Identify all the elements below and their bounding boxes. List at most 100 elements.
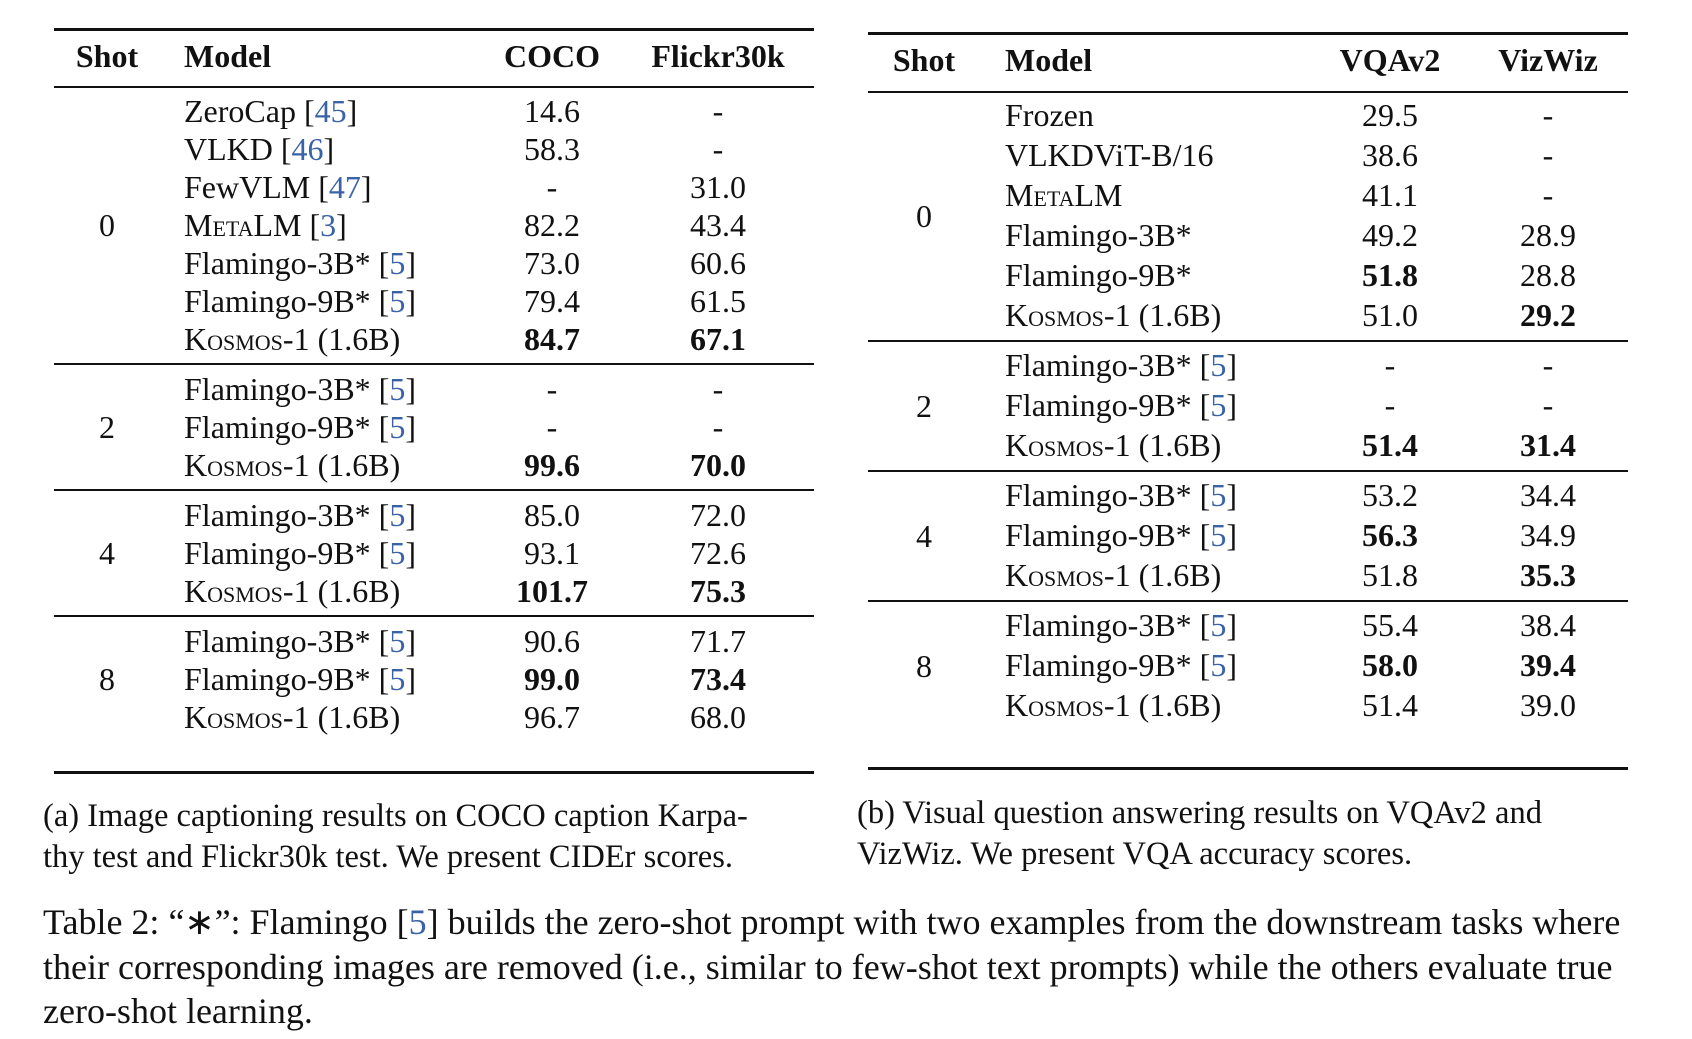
citation-link[interactable]: 46 (291, 131, 324, 167)
model-label: Flamingo-9B* (184, 661, 371, 697)
citation-link[interactable]: 5 (389, 283, 406, 319)
model-label: Flamingo-9B* (1005, 257, 1192, 293)
model-name: Kosmos-1 (1.6B) (1005, 686, 1221, 724)
score-cell: 39.0 (1520, 687, 1576, 723)
score-cell: - (546, 409, 558, 445)
model-label: Kosmos-1 (1.6B) (1005, 297, 1222, 333)
citation-link[interactable]: 5 (389, 535, 406, 571)
table-rule (868, 32, 1628, 35)
score-cell: 31.4 (1520, 427, 1576, 463)
score-cell: 31.0 (690, 169, 746, 205)
table-rule (54, 615, 814, 617)
citation-link[interactable]: 5 (389, 623, 406, 659)
score-cell: 72.0 (690, 497, 746, 533)
citation-link[interactable]: 5 (389, 371, 406, 407)
citation-link[interactable]: 47 (328, 169, 361, 205)
model-label: Kosmos-1 (1.6B) (184, 447, 401, 483)
score-cell: 93.1 (524, 535, 580, 571)
score-cell: 67.1 (690, 321, 746, 357)
model-name: Kosmos-1 (1.6B) (184, 320, 400, 358)
model-label: Kosmos-1 (1.6B) (1005, 427, 1222, 463)
model-label: Flamingo-3B* (1005, 477, 1192, 513)
score-cell: 29.5 (1362, 97, 1418, 133)
score-cell: 53.2 (1362, 477, 1418, 513)
model-label: Flamingo-9B* (1005, 647, 1192, 683)
score-cell: 28.9 (1520, 217, 1576, 253)
shot-count: 4 (916, 518, 932, 554)
model-name: Kosmos-1 (1.6B) (184, 698, 400, 736)
citation-link[interactable]: 45 (314, 93, 347, 129)
score-cell: 34.9 (1520, 517, 1576, 553)
score-cell: 28.8 (1520, 257, 1576, 293)
citation-link[interactable]: 5 (389, 497, 406, 533)
score-cell: 61.5 (690, 283, 746, 319)
model-label: Kosmos-1 (1.6B) (184, 573, 401, 609)
table-rule (868, 767, 1628, 770)
score-cell: 51.8 (1362, 257, 1418, 293)
citation-link[interactable]: 5 (1210, 607, 1227, 643)
citation-link[interactable]: 5 (1210, 387, 1227, 423)
score-cell: 99.6 (524, 447, 580, 483)
column-header: Model (1005, 42, 1093, 78)
model-label: VLKD (184, 131, 273, 167)
table-rule (868, 470, 1628, 472)
model-name: Flamingo-9B* [5] (1005, 517, 1237, 553)
model-label: Flamingo-3B* (1005, 217, 1192, 253)
score-cell: 90.6 (524, 623, 580, 659)
model-label: Flamingo-3B* (184, 371, 371, 407)
citation-link[interactable]: 5 (1210, 517, 1227, 553)
shot-count: 4 (99, 535, 115, 571)
model-label: Kosmos-1 (1.6B) (184, 699, 401, 735)
table-rule (868, 91, 1628, 93)
score-cell: 101.7 (516, 573, 588, 609)
model-label: Flamingo-3B* (1005, 347, 1192, 383)
score-cell: 82.2 (524, 207, 580, 243)
score-cell: 38.6 (1362, 137, 1418, 173)
score-cell: 72.6 (690, 535, 746, 571)
model-name: Flamingo-9B* [5] (1005, 647, 1237, 683)
citation-link[interactable]: 3 (320, 207, 337, 243)
citation-link[interactable]: 5 (389, 661, 406, 697)
model-name: Flamingo-3B* [5] (1005, 607, 1237, 643)
model-name: Flamingo-9B* [5] (184, 661, 416, 697)
score-cell: - (1542, 97, 1554, 133)
citation-link[interactable]: 5 (389, 245, 406, 281)
score-cell: 55.4 (1362, 607, 1418, 643)
model-name: Flamingo-3B* [5] (184, 497, 416, 533)
score-cell: - (712, 93, 724, 129)
model-label: MetaLM (184, 207, 302, 243)
model-name: Flamingo-3B* (1005, 216, 1192, 254)
model-label: Flamingo-9B* (1005, 517, 1192, 553)
model-label: Frozen (1005, 97, 1094, 133)
score-cell: - (712, 371, 724, 407)
score-cell: 71.7 (690, 623, 746, 659)
citation-link[interactable]: 5 (389, 409, 406, 445)
score-cell: 68.0 (690, 699, 746, 735)
score-cell: 43.4 (690, 207, 746, 243)
model-name: ZeroCap [45] (184, 93, 358, 129)
model-name: VLKDViT-B/16 (1005, 136, 1213, 174)
score-cell: 75.3 (690, 573, 746, 609)
column-header: Flickr30k (651, 38, 785, 74)
column-header: Model (184, 38, 272, 74)
table-b-caption: (b) Visual question answering results on… (857, 795, 1542, 872)
citation-link[interactable]: 5 (408, 902, 427, 942)
model-name: Kosmos-1 (1.6B) (1005, 426, 1221, 464)
model-name: Kosmos-1 (1.6B) (1005, 556, 1221, 594)
citation-link[interactable]: 5 (1210, 477, 1227, 513)
score-cell: 58.3 (524, 131, 580, 167)
citation-link[interactable]: 5 (1210, 647, 1227, 683)
score-cell: - (546, 371, 558, 407)
score-cell: 35.3 (1520, 557, 1576, 593)
model-name: Flamingo-9B* [5] (184, 409, 416, 445)
score-cell: 29.2 (1520, 297, 1576, 333)
score-cell: 34.4 (1520, 477, 1576, 513)
model-name: Flamingo-9B* [5] (184, 535, 416, 571)
column-header: VQAv2 (1339, 42, 1441, 78)
citation-link[interactable]: 5 (1210, 347, 1227, 383)
score-cell: 84.7 (524, 321, 580, 357)
model-name: FewVLM [47] (184, 169, 372, 205)
table-a-caption: (a) Image captioning results on COCO cap… (43, 798, 748, 875)
score-cell: 51.4 (1362, 427, 1418, 463)
score-cell: - (1384, 387, 1396, 423)
